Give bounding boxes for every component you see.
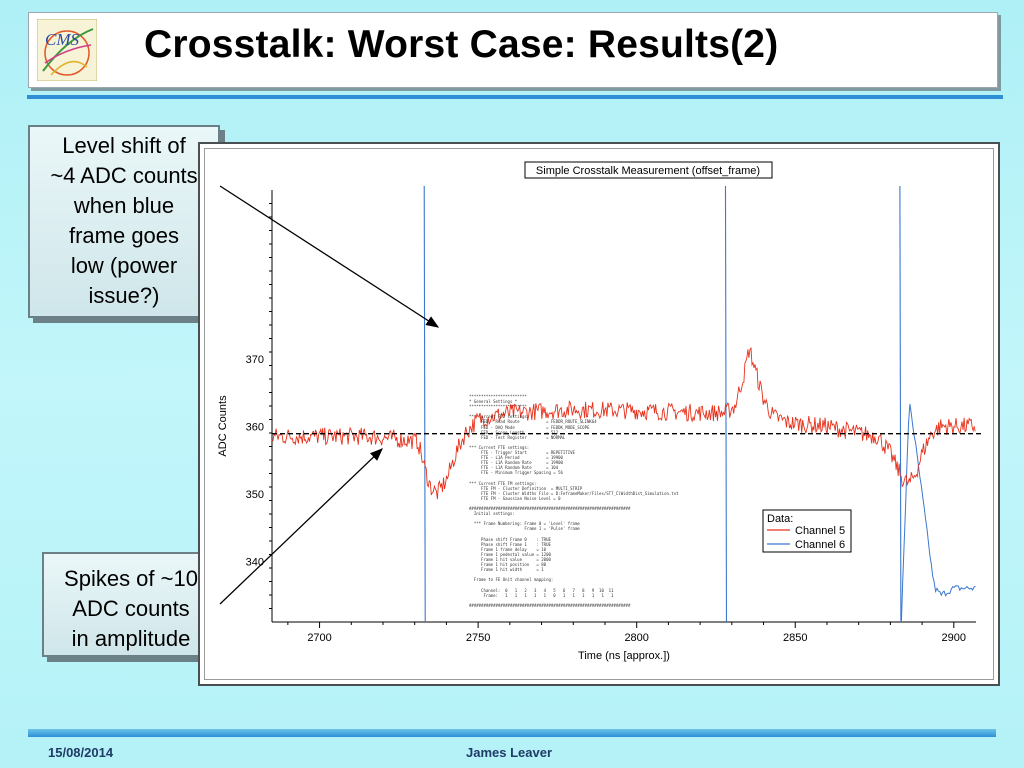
channel5-line [271, 347, 976, 500]
settings-line: * General Settings * [469, 399, 518, 405]
settings-line: Initial settings: [469, 511, 515, 517]
settings-line: FTE FM - Cluster Widths File = D:Feframe… [469, 490, 679, 496]
cms-logo-icon: CMS [37, 19, 97, 81]
settings-line: *** Current FTE settings: [469, 444, 530, 450]
footer-line [28, 729, 996, 737]
y-tick-label: 340 [246, 556, 264, 568]
settings-line: FTE - L1A Random Rate = 19900 [469, 460, 563, 466]
x-tick-label: 2900 [942, 632, 966, 644]
legend-box [762, 509, 852, 553]
settings-line: Frame: 1 1 1 1 1 0 1 1 1 1 1 1 [469, 592, 614, 598]
x-tick-label: 2800 [624, 632, 648, 644]
settings-line: Frame 1 = 'Pulse' frame [469, 526, 580, 532]
settings-line: Frame to FE Unit channel mapping: [469, 577, 554, 583]
callout-line: low (power [70, 253, 178, 278]
settings-line: *** Current FTE FM settings: [469, 480, 537, 486]
settings-line: Frame 1 hit value = 2000 [469, 557, 551, 562]
settings-line: FED - Read Route = FEDDR_ROUTE_SLINK64 [469, 419, 597, 425]
callout-line: when blue [73, 193, 175, 218]
settings-line: FTE - Minimum Trigger Spacing = 56 [469, 470, 563, 476]
settings-line: ########################################… [469, 506, 631, 512]
callout-line: ADC counts [72, 596, 190, 621]
title-bar: CMS Crosstalk: Worst Case: Results(2) [27, 12, 1003, 99]
legend-entry: Channel 6 [795, 539, 845, 551]
slide-title: Crosstalk: Worst Case: Results(2) [144, 23, 779, 66]
settings-line: Frame 1 pedestal value = 1200 [469, 551, 551, 557]
x-tick-label: 2700 [307, 632, 331, 644]
callout-line: Level shift of [62, 133, 186, 158]
settings-line: Frame 1 hit width = 1 [469, 567, 544, 573]
settings-line: Frame 1 hit position = 80 [469, 562, 547, 568]
settings-line: FTE - L1A Random Rate = 104 [469, 465, 559, 471]
legend-title: Data: [767, 513, 793, 525]
y-tick-label: 360 [246, 421, 264, 433]
settings-line: FTE FM - Gaussian Noise Level = 0 [469, 495, 561, 501]
callout-line: frame goes [68, 223, 180, 248]
settings-line: FED - Test Register = NORMAL [469, 434, 566, 440]
callout-line: in amplitude [71, 626, 191, 651]
channel6-spike [724, 185, 728, 623]
settings-line: FED - DAQ Mode = FEDDK_MODE_SCOPE [469, 424, 590, 430]
settings-line: Phase shift Frame 1 : TRUE [469, 541, 551, 547]
callout-line: issue?) [88, 283, 160, 308]
footer-author: James Leaver [466, 745, 553, 760]
x-tick-label: 2850 [783, 632, 807, 644]
logo-text: CMS [45, 30, 80, 49]
settings-line: Channel: 0 1 2 3 4 5 6 7 8 9 10 11 [469, 587, 614, 593]
callout-level-shift: Level shift of ~4 ADC counts when blue f… [28, 125, 220, 318]
y-tick-label: 350 [246, 489, 264, 501]
callout-line: Spikes of ~10 [64, 566, 198, 591]
legend-entry: Channel 5 [795, 525, 845, 537]
settings-line: FTE - L1A Period = 19900 [469, 455, 563, 461]
settings-line: *** Current FED settings: [469, 414, 530, 420]
y-axis-label: ADC Counts [217, 395, 229, 457]
settings-line: *** Frame Numbering: Frame 0 = 'Level' f… [469, 521, 580, 527]
settings-text-block: ************************ * General Settin… [469, 394, 709, 608]
callout-spikes: Spikes of ~10 ADC counts in amplitude [42, 552, 220, 657]
callout-line: ~4 ADC counts [50, 163, 198, 188]
chart-title-box [524, 161, 773, 179]
settings-line: ************************ [469, 404, 527, 410]
settings-line: FTE FM - Cluster Definition = MULTI_STRI… [469, 485, 583, 491]
settings-line: FED - Scope Length = 512 [469, 429, 559, 435]
settings-line: Phase shift Frame 0 : TRUE [469, 536, 551, 542]
y-tick-label: 370 [246, 354, 264, 366]
settings-line: FTE - Trigger Start = REPETITIVE [469, 450, 575, 456]
x-axis-label: Time (ns [approx.]) [578, 650, 670, 662]
chart-title: Simple Crosstalk Measurement (offset_fra… [536, 165, 760, 177]
settings-line: Frame 1 frame delay = 10 [469, 546, 547, 552]
crosstalk-chart: 2700 2750 2800 2850 2900 340 350 360 370 Time (ns… [217, 161, 984, 662]
settings-line: ************************ [469, 394, 527, 399]
x-tick-label: 2750 [466, 632, 490, 644]
channel6-spike [423, 185, 426, 623]
footer-date: 15/08/2014 [48, 745, 114, 760]
settings-line: ########################################… [469, 602, 631, 608]
channel6-spike [899, 185, 902, 623]
